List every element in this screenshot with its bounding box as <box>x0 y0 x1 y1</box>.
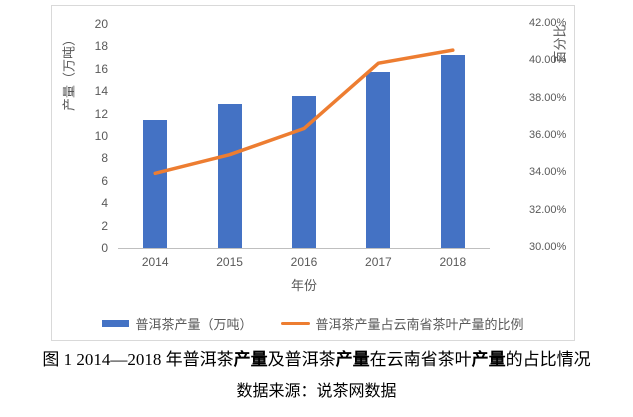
bar-series-swatch <box>102 320 130 327</box>
left-axis-tick-label: 14 <box>94 84 108 99</box>
bar-2018 <box>440 55 465 248</box>
x-axis-tick-label: 2016 <box>290 255 318 269</box>
caption-bold-segment: 产量 <box>471 350 506 369</box>
bar-2015 <box>217 103 242 248</box>
x-axis-tick-label: 2017 <box>365 255 392 269</box>
right-axis-tick-label: 32.00% <box>529 203 567 216</box>
left-axis-tick-label: 16 <box>94 61 108 76</box>
left-axis-tick-label: 20 <box>94 17 108 31</box>
figure-caption-title: 图 1 2014—2018 年普洱茶产量及普洱茶产量在云南省茶叶产量的占比情况 <box>0 347 633 373</box>
legend-item-production: 普洱茶产量（万吨） <box>102 314 253 333</box>
legend-label-production: 普洱茶产量（万吨） <box>135 317 253 332</box>
legend-label-percentage: 普洱茶产量占云南省茶叶产量的比例 <box>315 317 524 332</box>
bar-2016 <box>292 95 316 248</box>
left-axis-tick-label: 2 <box>101 218 108 233</box>
right-axis-tick-label: 42.00% <box>529 17 567 29</box>
left-axis-tick-label: 8 <box>101 151 108 166</box>
data-source-note: 数据来源：说茶网数据 <box>236 383 397 400</box>
x-axis-line <box>118 248 490 249</box>
x-axis-title: 年份 <box>290 278 317 293</box>
right-axis-tick-label: 40.00% <box>529 54 567 67</box>
bar-2014 <box>143 120 168 248</box>
right-axis-tick-label: 38.00% <box>529 91 567 104</box>
bar-2017 <box>366 72 391 248</box>
caption-text-segment: 的占比情况 <box>505 350 591 369</box>
right-axis-tick-label: 30.00% <box>529 241 567 253</box>
right-axis-tick-label: 34.00% <box>529 166 567 179</box>
left-axis-tick-label: 12 <box>94 106 108 121</box>
left-axis-tick-label: 18 <box>94 39 108 54</box>
x-axis-tick-label: 2014 <box>141 255 169 269</box>
figure-caption: 图 1 2014—2018 年普洱茶产量及普洱茶产量在云南省茶叶产量的占比情况 … <box>0 347 633 404</box>
caption-text-segment: 及普洱茶 <box>267 350 336 369</box>
left-axis-tick-label: 10 <box>94 129 108 143</box>
caption-bold-segment: 产量 <box>233 350 268 369</box>
caption-text-segment: 在云南省茶叶 <box>369 350 472 369</box>
plot-area: 0 2 4 6 8 10 12 14 16 18 20 30.00% 32.00% 34.00% 36.00… <box>52 6 574 340</box>
legend-item-percentage: 普洱茶产量占云南省茶叶产量的比例 <box>280 314 524 333</box>
right-axis-tick-label: 36.00% <box>529 129 567 141</box>
left-axis-tick-label: 6 <box>101 173 108 188</box>
caption-bold-segment: 产量 <box>335 350 370 369</box>
left-axis-tick-label: 4 <box>101 196 108 211</box>
left-axis-tick-label: 0 <box>101 241 108 255</box>
x-axis-tick-label: 2018 <box>439 255 467 269</box>
caption-text-segment: 图 1 2014—2018 年普洱茶 <box>42 350 234 369</box>
x-axis-tick-label: 2015 <box>216 255 243 269</box>
line-series-swatch <box>280 321 310 326</box>
combo-chart: 产量（万吨） 百分比 0 2 4 6 8 10 12 14 16 18 20 30.00% 32.00%… <box>51 5 575 341</box>
chart-legend: 普洱茶产量（万吨） 普洱茶产量占云南省茶叶产量的比例 <box>52 314 574 333</box>
